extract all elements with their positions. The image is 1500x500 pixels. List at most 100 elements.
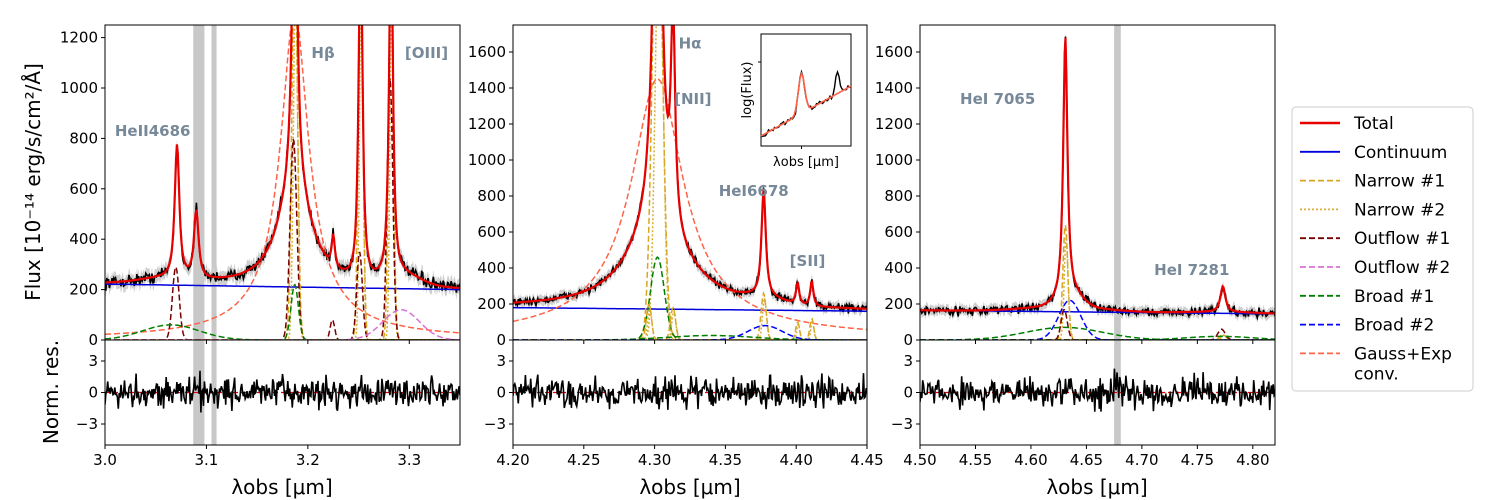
y-axis-label-flux: Flux [10⁻¹⁴ erg/s/cm²/Å] [21,63,45,301]
x-tick-label: 4.30 [638,451,671,469]
residual-y-tick-label: −3 [76,415,98,433]
line-annotation: HeI 7281 [1154,261,1229,279]
legend-label-continuum: Continuum [1354,143,1447,163]
y-tick-label: 1000 [60,79,98,97]
continuum-line [105,283,460,291]
continuum-line [513,306,867,312]
narrow-1-component [920,225,1275,340]
broad2-component [513,324,867,340]
line-annotation: Hβ [311,44,335,62]
y-tick-label: 1400 [875,79,913,97]
outflow-1-component [105,78,460,340]
legend-label-gaussexp: Gauss+Exp conv. [1354,344,1452,384]
y-tick-label: 800 [477,187,506,205]
residual-y-tick-label: 0 [496,384,506,402]
residual-trace [105,370,460,413]
y-tick-label: 0 [88,331,98,349]
broad2-component [920,299,1275,340]
narrow-1-component [920,333,1275,340]
x-tick-label: 3.1 [194,451,218,469]
x-tick-label: 4.80 [1236,451,1269,469]
line-annotation: Hα [679,34,702,52]
inset-y-label: log(Flux) [740,62,755,119]
line-annotation: HeI6678 [719,182,789,200]
line-annotation: [SII] [790,252,826,270]
main-axes-frame [104,24,461,341]
x-tick-label: 4.70 [1125,451,1158,469]
legend-label-narrow1: Narrow #1 [1354,172,1445,192]
x-tick-label: 4.50 [903,451,936,469]
x-tick-label: 3.0 [93,451,117,469]
broad1-component [920,326,1275,340]
gauss-exp-component [513,78,867,331]
total-model-line [920,37,1275,315]
x-axis-label-panel-1: λobs [μm] [231,475,332,499]
x-tick-label: 4.25 [567,451,600,469]
x-tick-label: 3.2 [296,451,320,469]
legend-label-total: Total [1353,114,1394,134]
gauss-exp-component [105,25,460,335]
line-annotation: [OIII] [405,44,448,62]
residual-y-tick-label: 0 [903,384,913,402]
y-tick-label: 600 [477,223,506,241]
x-tick-label: 3.3 [397,451,421,469]
x-tick-label: 4.55 [959,451,992,469]
legend-label-outflow2: Outflow #2 [1354,258,1450,278]
y-tick-label: 1600 [468,43,506,61]
line-annotation: [NII] [674,90,711,108]
x-tick-label: 4.45 [850,451,883,469]
x-axis-label-panel-3: λobs [μm] [1046,475,1147,499]
broad1-component [105,324,460,340]
residual-trace [513,373,867,410]
legend-label-broad2: Broad #2 [1354,316,1434,336]
panel-3: 0 200 400 600 800 1000 1200 1400 1600 −3 0 3 4.50 4.5… [875,24,1276,469]
outflow-1-component [105,138,460,340]
residual-y-tick-label: 3 [496,352,506,370]
y-tick-label: 0 [903,331,913,349]
residual-y-tick-label: −3 [891,415,913,433]
x-axis-label-panel-2: λobs [μm] [639,475,740,499]
outflow2-component [105,309,460,340]
y-tick-label: 800 [69,129,98,147]
residual-trace [920,368,1275,412]
y-axis-label-residual: Norm. res. [39,340,63,444]
masked-region [1114,25,1121,445]
x-tick-label: 4.60 [1014,451,1047,469]
legend-label-outflow1: Outflow #1 [1354,229,1450,249]
y-tick-label: 1400 [468,79,506,97]
residual-y-tick-label: 3 [88,352,98,370]
narrow-2-component [513,309,867,340]
y-tick-label: 600 [69,180,98,198]
legend-label-narrow2: Narrow #2 [1354,200,1445,220]
legend: Total Continuum Narrow #1 Narrow #2 Outflow … [1291,106,1474,392]
total-model-line [513,25,867,310]
narrow-1-component [513,317,867,340]
legend-frame [1291,106,1474,392]
x-tick-label: 4.40 [779,451,812,469]
panel-2: 0 200 400 600 800 1000 1200 1400 1600 −3 0 3 4.20 4.2… [468,24,884,469]
y-tick-label: 1000 [875,151,913,169]
y-tick-label: 1600 [875,43,913,61]
inset-model [760,71,852,137]
y-tick-label: 800 [884,187,913,205]
legend-label-broad1: Broad #1 [1354,287,1434,307]
inset-x-label: λobs [μm] [773,155,839,170]
y-tick-label: 200 [477,295,506,313]
narrow-2-component [513,319,867,340]
y-tick-label: 200 [884,295,913,313]
y-tick-label: 1000 [468,151,506,169]
x-tick-label: 4.65 [1070,451,1103,469]
x-tick-label: 4.75 [1181,451,1214,469]
y-tick-label: 400 [884,259,913,277]
y-tick-label: 1200 [60,29,98,47]
line-annotation: HeI 7065 [960,90,1035,108]
y-tick-label: 400 [477,259,506,277]
y-tick-label: 1200 [875,115,913,133]
narrow-2-component [513,297,867,340]
y-tick-label: 200 [69,281,98,299]
panels: 0 200 400 600 800 1000 1200 −3 0 3 3.0 3.1 3.2 3.3 HeI… [60,24,1276,469]
masked-region [211,25,217,445]
y-tick-label: 400 [69,230,98,248]
y-tick-label: 1200 [468,115,506,133]
